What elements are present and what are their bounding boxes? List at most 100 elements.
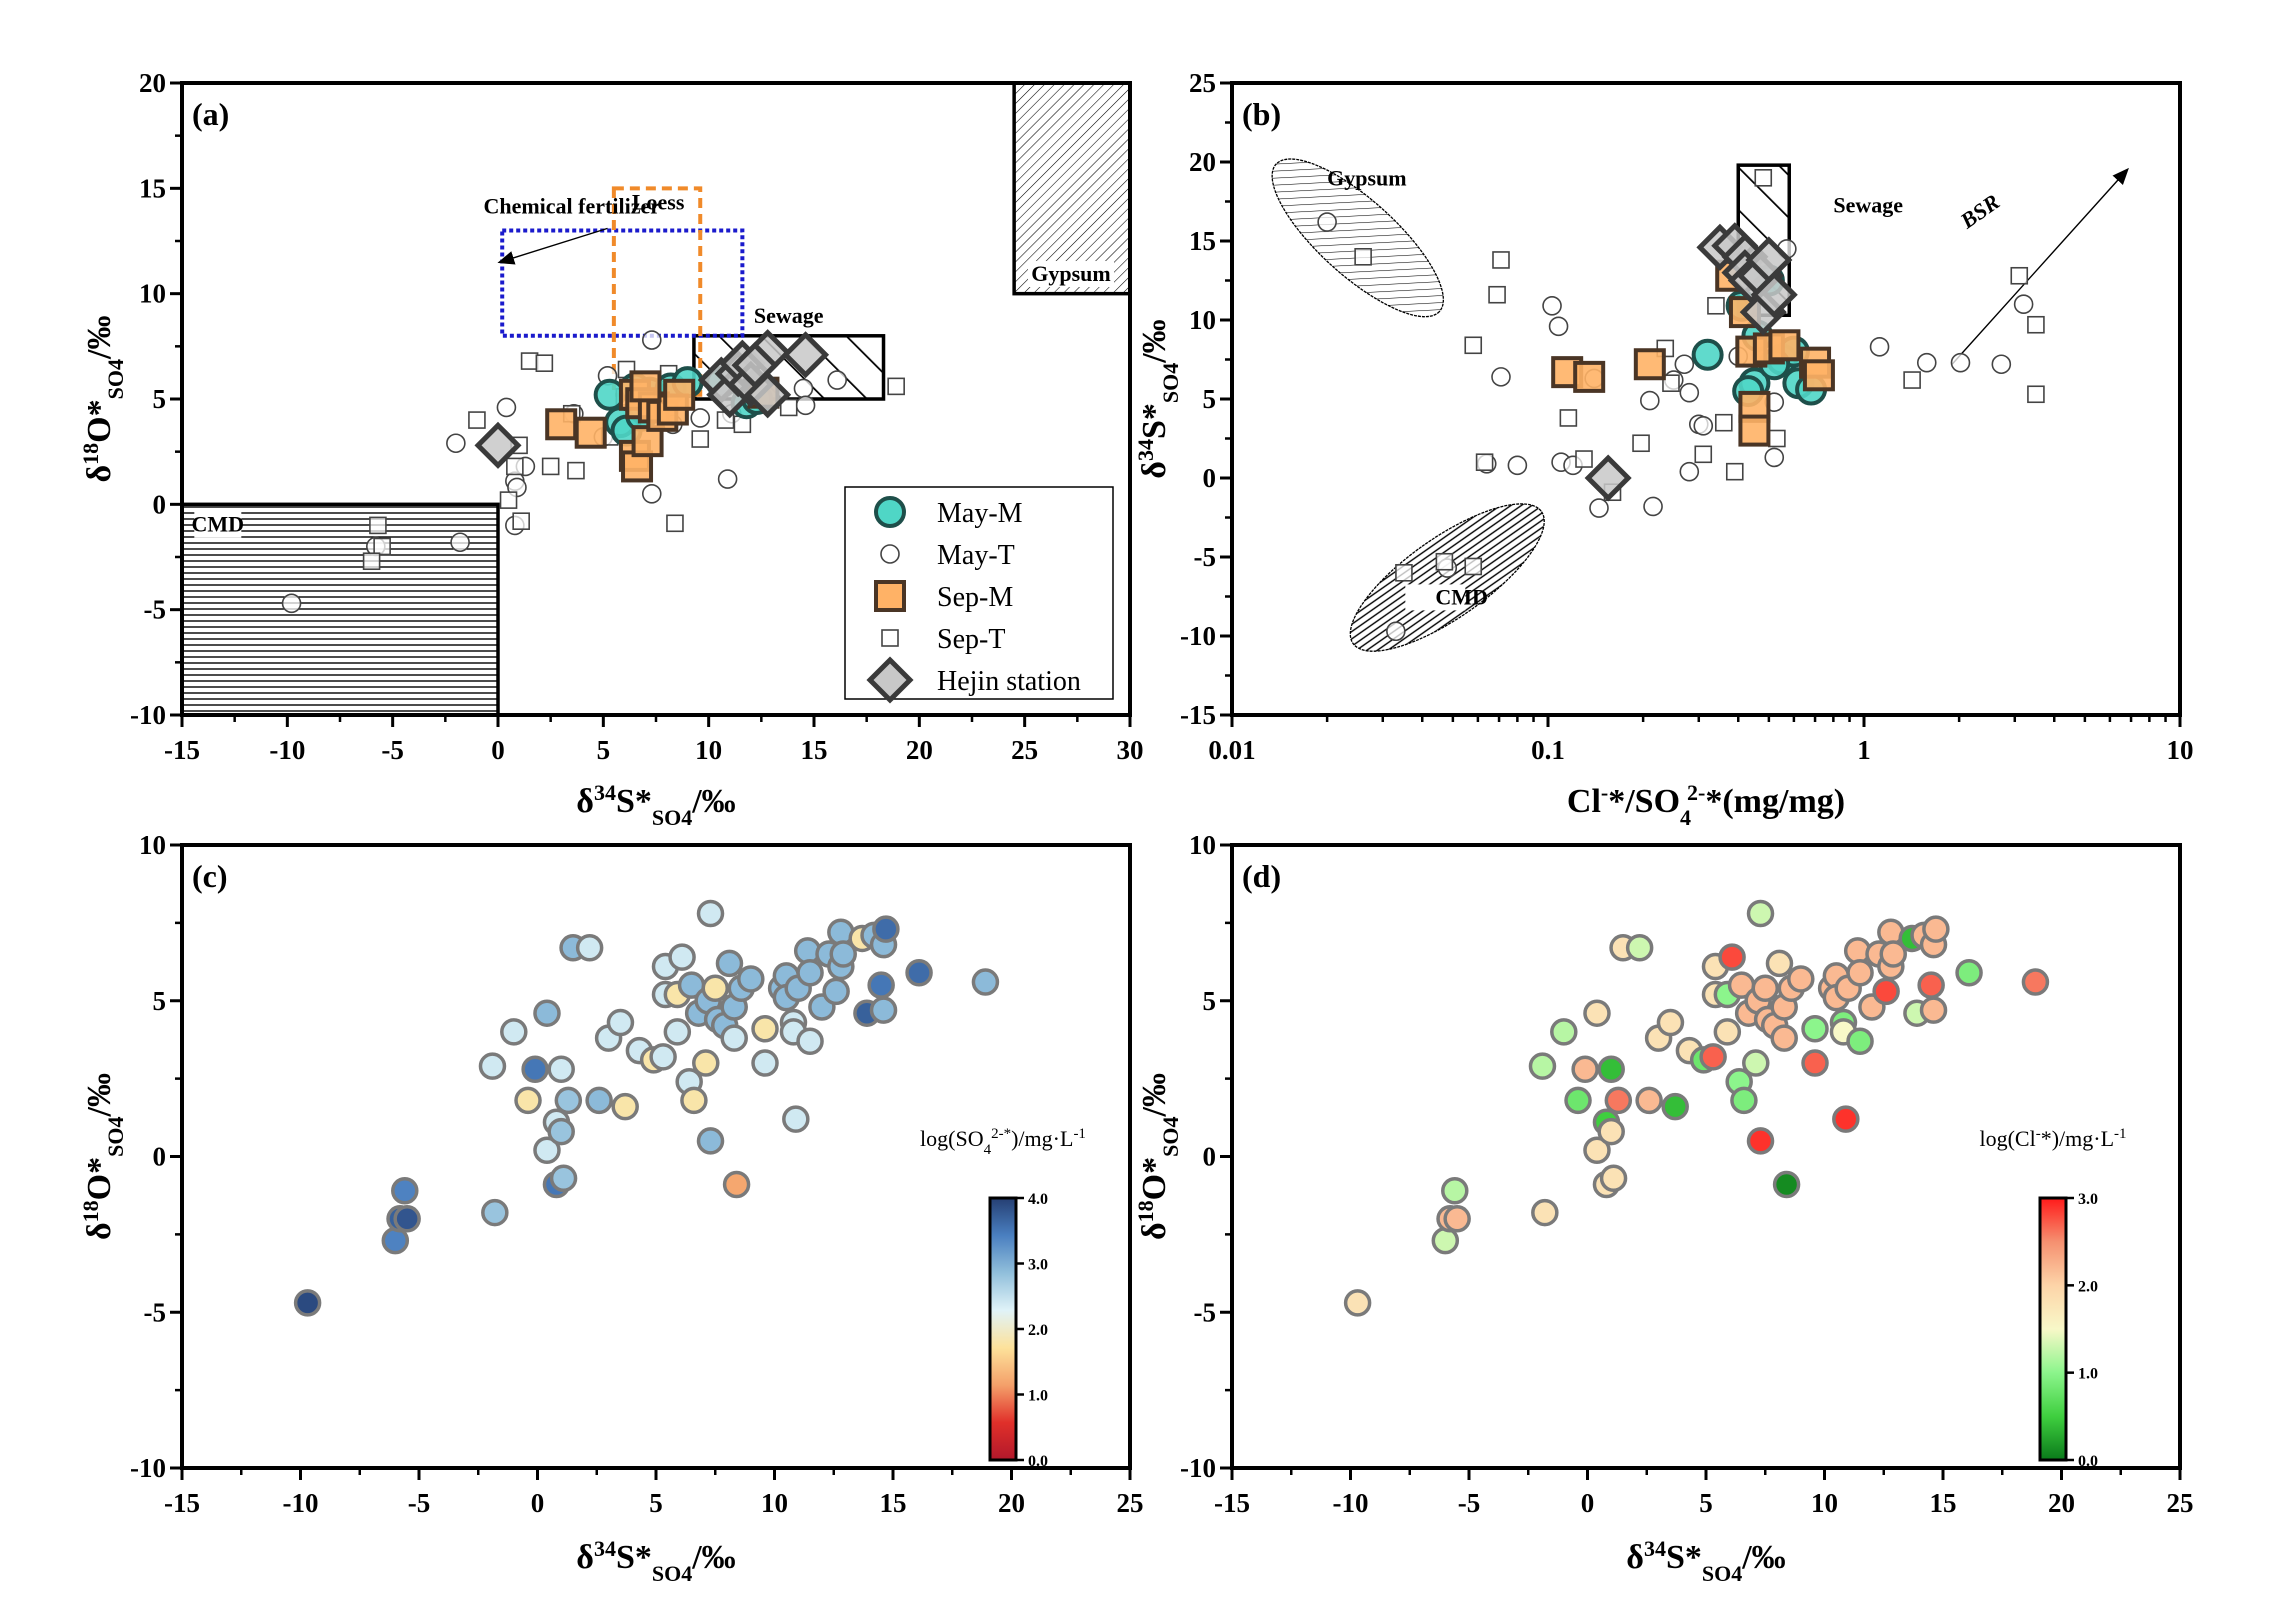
x-tick-label: -15 bbox=[164, 735, 200, 765]
x-tick-label: 20 bbox=[998, 1488, 1025, 1518]
x-axis-title: δ34S*SO4/‰ bbox=[576, 1536, 735, 1586]
data-point bbox=[1317, 212, 1337, 232]
data-point bbox=[796, 1027, 824, 1055]
data-point bbox=[629, 370, 662, 403]
y-tick-label: 5 bbox=[1203, 986, 1217, 1016]
fertilizer-arrow bbox=[497, 227, 608, 265]
annotation-bsr: BSR bbox=[1955, 189, 2004, 234]
x-tick-label: 25 bbox=[1011, 735, 1038, 765]
data-point bbox=[1354, 248, 1372, 266]
colorbar-tick-label: 2.0 bbox=[2078, 1278, 2098, 1295]
y-axis-title: δ34S*SO4/‰ bbox=[1133, 319, 1183, 478]
y-tick-label: -5 bbox=[1194, 542, 1217, 572]
data-point bbox=[2013, 294, 2034, 315]
data-point bbox=[717, 469, 738, 489]
data-point bbox=[1597, 1055, 1625, 1084]
data-point bbox=[663, 1018, 692, 1046]
y-tick-label: -5 bbox=[144, 595, 167, 625]
data-point bbox=[696, 1127, 725, 1155]
x-tick-label: 15 bbox=[880, 1488, 907, 1518]
data-point bbox=[1770, 1024, 1798, 1052]
x-tick-label: -10 bbox=[1333, 1488, 1369, 1518]
data-point bbox=[1917, 971, 1945, 999]
x-axis-title: δ34S*SO4/‰ bbox=[576, 780, 735, 830]
y-tick-label: -5 bbox=[144, 1297, 167, 1327]
y-axis-title: δ18O*SO4/‰ bbox=[1133, 1073, 1183, 1240]
data-point bbox=[1492, 251, 1510, 269]
data-point bbox=[1656, 1008, 1685, 1037]
annotation-sewage: Sewage bbox=[754, 303, 824, 328]
y-tick-label: 15 bbox=[139, 173, 166, 203]
panel-label: (d) bbox=[1242, 858, 1281, 894]
data-point bbox=[1589, 498, 1609, 518]
data-point bbox=[1662, 374, 1680, 393]
colorbar-gradient bbox=[988, 1196, 1018, 1462]
label-background bbox=[1028, 261, 1115, 288]
data-point bbox=[1746, 899, 1775, 928]
data-point bbox=[1564, 1086, 1592, 1115]
x-tick-label: -15 bbox=[1214, 1488, 1250, 1518]
data-point bbox=[2027, 315, 2045, 334]
data-point bbox=[1764, 447, 1785, 468]
data-point bbox=[905, 958, 933, 987]
data-point bbox=[691, 430, 710, 448]
data-point bbox=[641, 330, 662, 350]
panel-d: 0.0 1.0 2.0 3.0 log(Cl-*)/mg·L-1 -15 -10 -5 0 5 10… bbox=[1133, 830, 2194, 1586]
x-tick-label: 5 bbox=[1699, 1488, 1713, 1518]
data-point bbox=[1869, 337, 1890, 357]
data-point bbox=[567, 461, 585, 480]
data-point bbox=[2010, 266, 2029, 285]
data-point bbox=[737, 965, 765, 993]
data-point bbox=[720, 1024, 748, 1052]
legend-marker bbox=[880, 544, 900, 564]
x-tick-label: 0.01 bbox=[1208, 735, 1255, 765]
y-tick-label: 0 bbox=[1203, 1142, 1217, 1172]
data-point bbox=[751, 1015, 779, 1043]
x-tick-label: 1 bbox=[1857, 735, 1871, 765]
data-point bbox=[520, 352, 539, 370]
annotation-cmd: CMD bbox=[192, 512, 245, 537]
data-point bbox=[1738, 414, 1771, 447]
data-point bbox=[1919, 996, 1948, 1024]
data-point bbox=[499, 491, 518, 509]
colorbar: 0.0 1.0 2.0 3.0 4.0 log(SO42-*)/mg·L-1 bbox=[920, 1126, 1086, 1470]
x-tick-label: 5 bbox=[597, 735, 611, 765]
data-point bbox=[1694, 445, 1713, 464]
region-gypsum bbox=[1271, 158, 1445, 318]
data-point bbox=[533, 1136, 561, 1165]
data-point bbox=[1571, 1055, 1599, 1084]
annotation-cmd: CMD bbox=[1435, 584, 1488, 609]
colorbar-title: log(SO42-*)/mg·L-1 bbox=[920, 1126, 1086, 1158]
data-point bbox=[663, 378, 696, 411]
data-point bbox=[722, 1170, 751, 1199]
x-axis-title: Cl-*/SO42-*(mg/mg) bbox=[1567, 780, 1845, 830]
y-tick-label: 10 bbox=[1189, 305, 1216, 335]
legend-marker bbox=[874, 496, 906, 528]
panel-label: (a) bbox=[192, 96, 229, 132]
data-point bbox=[1625, 934, 1654, 962]
data-point bbox=[1699, 1043, 1727, 1071]
y-tick-label: 10 bbox=[139, 279, 166, 309]
x-tick-label: -5 bbox=[1458, 1488, 1481, 1518]
data-point bbox=[1575, 450, 1593, 468]
y-tick-label: 10 bbox=[139, 830, 166, 860]
data-point bbox=[512, 512, 530, 530]
series-hejin-station bbox=[474, 329, 830, 469]
data-point bbox=[782, 1105, 810, 1133]
region-cmd bbox=[180, 502, 500, 717]
x-tick-label: 10 bbox=[2167, 735, 2194, 765]
data-point bbox=[547, 1055, 575, 1084]
data-point bbox=[373, 537, 391, 556]
data-point bbox=[796, 958, 824, 987]
data-point bbox=[606, 1008, 635, 1037]
data-point bbox=[1693, 416, 1714, 436]
y-tick-label: -10 bbox=[130, 700, 166, 730]
x-tick-label: -10 bbox=[283, 1488, 319, 1518]
data-point bbox=[1583, 1136, 1611, 1165]
y-tick-label: -10 bbox=[1180, 621, 1216, 651]
legend-label: Sep-T bbox=[937, 624, 1005, 655]
data-point bbox=[500, 1018, 528, 1046]
legend-label: May-T bbox=[937, 540, 1015, 571]
data-point bbox=[1751, 974, 1779, 1003]
data-point bbox=[1674, 354, 1695, 375]
